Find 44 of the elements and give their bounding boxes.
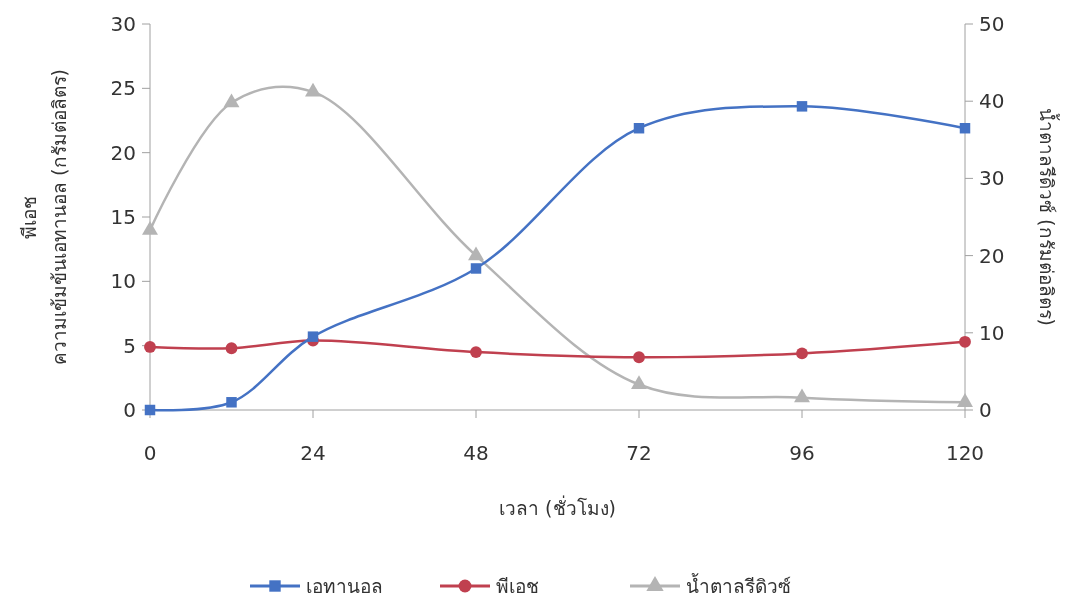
point [225, 342, 238, 355]
y-tick-label: 5 [123, 333, 136, 358]
x-tick-label: 48 [463, 441, 489, 465]
point [305, 82, 321, 97]
point [794, 388, 810, 403]
point [631, 375, 647, 390]
point [633, 122, 645, 134]
y-tick-label: 10 [110, 269, 136, 294]
y2-tick-label: 20 [979, 243, 1005, 268]
y2-tick-label: 0 [979, 398, 992, 422]
point [470, 263, 482, 274]
y-tick-label: 30 [110, 12, 136, 36]
legend-label: พีเอช [496, 574, 539, 597]
point [633, 351, 645, 364]
point [957, 393, 973, 407]
y-axis-title: พีเอช ความเข้มข้นเอทานอล (กรัมต่อลิตร) [18, 69, 70, 365]
y2-tick-label: 30 [979, 166, 1005, 191]
point [226, 397, 237, 408]
y-tick-label: 20 [110, 140, 136, 165]
y2-axis-title: น้ำตาลรีดิวซ์ (กรัมต่อลิตร) [1036, 108, 1060, 326]
point [468, 246, 484, 261]
y2-tick-label: 50 [979, 12, 1005, 36]
x-tick-label: 120 [945, 441, 985, 465]
x-tick-label: 24 [300, 441, 326, 465]
y-tick-label: 25 [110, 76, 136, 101]
point [796, 347, 808, 360]
y-tick-label: 15 [110, 205, 136, 229]
point [959, 335, 971, 348]
legend-label: น้ำตาลรีดิวซ์ [686, 572, 791, 597]
legend-label: เอทานอล [306, 574, 383, 597]
y2-tick-label: 10 [979, 320, 1005, 345]
y-tick-label: 0 [123, 398, 136, 422]
point [796, 101, 808, 112]
point [307, 331, 319, 342]
point [144, 341, 156, 353]
point [959, 122, 971, 134]
point [142, 220, 158, 235]
x-tick-label: 0 [143, 441, 157, 465]
y2-tick-label: 40 [979, 89, 1005, 114]
x-tick-label: 96 [789, 441, 815, 465]
point [470, 346, 482, 359]
point [223, 93, 240, 108]
x-tick-label: 72 [626, 441, 652, 465]
x-axis-title: เวลา (ชั่วโมง) [499, 495, 616, 519]
